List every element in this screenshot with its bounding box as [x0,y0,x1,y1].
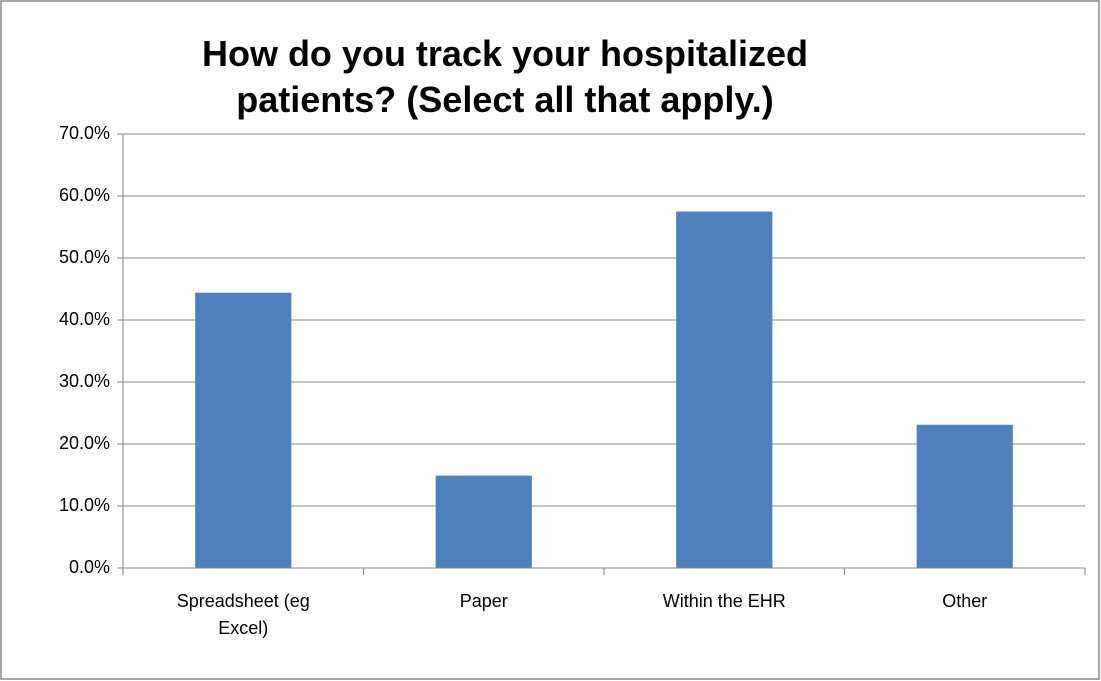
y-tick-label: 0.0% [69,557,110,577]
y-tick-label: 20.0% [59,433,110,453]
y-tick-label: 70.0% [59,123,110,143]
x-tick-label: Within the EHR [662,591,786,611]
x-tick-label: Spreadsheet (eg Excel) [176,591,310,638]
bar [435,475,532,568]
y-tick-label: 30.0% [59,371,110,391]
y-tick-label: 50.0% [59,247,110,267]
bar [676,211,773,568]
bar [916,424,1013,568]
chart-title: How do you track your hospitalized patie… [201,33,809,120]
bar [195,292,292,568]
y-tick-label: 60.0% [59,185,110,205]
y-tick-label: 40.0% [59,309,110,329]
x-tick-label: Other [942,591,988,611]
y-tick-label: 10.0% [59,495,110,515]
x-tick-label: Paper [459,591,508,611]
